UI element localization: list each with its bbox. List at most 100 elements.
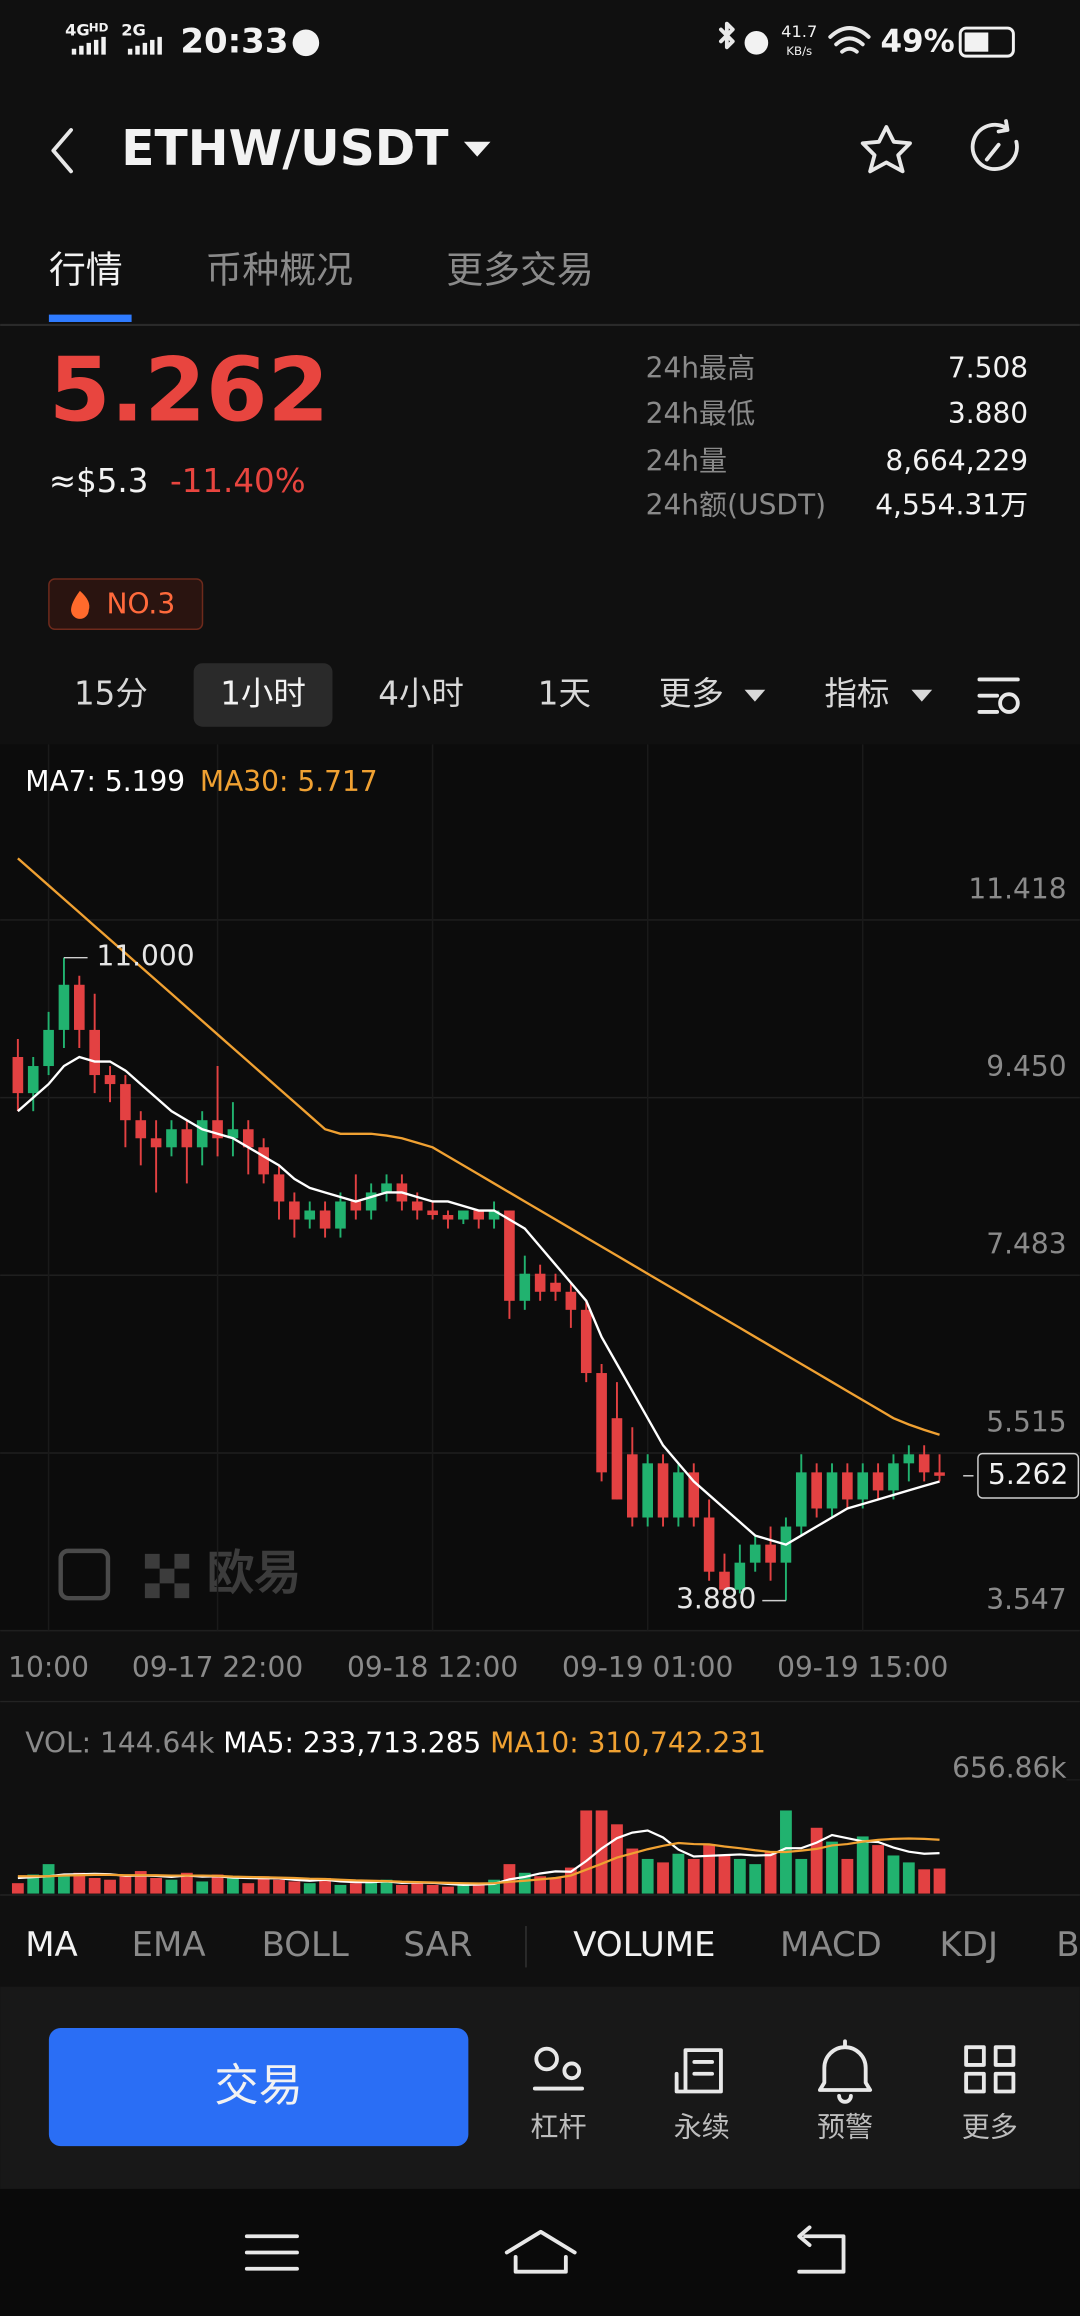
volume-bar [58,1876,70,1894]
net-speed-unit: KB/s [786,44,812,58]
volume-bar [611,1824,623,1894]
back-nav-button[interactable] [797,2225,846,2274]
pair-title[interactable]: ETHW/USDT [121,121,448,177]
dropdown-arrow [744,689,766,702]
leverage-icon[interactable] [534,2046,559,2072]
volume-bar [764,1852,777,1894]
chart-settings[interactable] [977,677,1020,714]
candle-body [73,984,85,1030]
candle-body [411,1201,423,1211]
volume-bar [242,1883,255,1894]
signal [71,36,106,55]
volume-bar [11,1883,24,1894]
candle-body [104,1075,116,1085]
volume-bar [303,1883,316,1894]
volume-bar [380,1879,393,1894]
indicator-tab[interactable]: VOLUME [573,1925,715,1965]
leverage-icon [562,2061,582,2081]
volume-bar [718,1855,731,1894]
timeframe-more[interactable]: 更多 [659,675,724,713]
action-label[interactable]: 预警 [817,2110,873,2143]
volume-bar [42,1864,55,1894]
candle-body [120,1084,131,1121]
watermark: 欧易 [207,1546,302,1601]
volume-bar [227,1877,239,1894]
indicator-menu[interactable]: 指标 [824,675,889,713]
volume-ma-readout: MA10: 310,742.231 [490,1726,766,1759]
timeframe[interactable]: 1小时 [220,675,306,713]
last-price-box [977,1452,1080,1499]
candle-body [918,1454,930,1473]
candle-body [319,1210,331,1229]
candle-body [519,1273,531,1301]
favorite-button[interactable] [860,125,912,174]
volume-bar [810,1827,823,1894]
candle-body [795,1472,807,1527]
tab[interactable]: 更多交易 [446,248,594,291]
ma-readout: MA30: 5.717 [200,765,378,798]
fullscreen-button[interactable] [58,1548,111,1601]
candle-body [258,1147,269,1175]
candle-body [227,1129,239,1139]
battery-level: 49% [880,23,954,59]
volume-ma-readout: MA5: 233,713.285 [223,1726,481,1759]
alert-icon[interactable] [817,2039,873,2104]
x-tick-label: 10:00 [8,1651,89,1684]
candle-body [43,1029,54,1067]
volume-bar [395,1884,408,1894]
timeframe[interactable]: 1天 [538,675,591,713]
stat-value: 7.508 [948,351,1028,384]
min-label: 3.880 [676,1583,756,1616]
candle-body [888,1463,899,1491]
candle-body [273,1174,285,1202]
perpetual-icon[interactable] [674,2048,723,2094]
rank-badge[interactable] [48,578,204,630]
wifi-icon [828,26,871,54]
candle-body [596,1373,607,1473]
candle-body [857,1472,869,1500]
indicator-tab[interactable]: MA [25,1925,78,1965]
volume-bar [918,1869,931,1894]
volume-bar [472,1883,485,1894]
indicator-tab[interactable]: SAR [403,1925,472,1965]
candle-body [166,1129,177,1148]
indicator-tabs: MA EMA BOLL SAR VOLUME MACD KDJ B [25,1925,1080,1968]
indicator-tab[interactable]: MACD [780,1925,882,1965]
indicator-tab[interactable]: B [1056,1925,1079,1965]
menu-button[interactable] [244,2234,299,2271]
volume-bar [349,1883,362,1894]
logo-mark [144,1553,190,1599]
timeframe[interactable]: 15分 [74,675,148,713]
action-label[interactable]: 杠杆 [530,2110,586,2143]
more-icon[interactable] [964,2045,1016,2094]
network-tag: HD [89,21,109,35]
action-label[interactable]: 永续 [674,2110,730,2143]
candle-body [196,1120,208,1148]
candle-body [89,1029,100,1076]
candle-body [611,1418,623,1500]
trade-button[interactable] [48,2027,469,2147]
timeframe[interactable]: 4小时 [378,675,464,713]
back-button[interactable] [51,128,73,174]
rank-text: NO.3 [106,588,175,621]
y-tick-label: 5.515 [986,1405,1066,1438]
candle-body [842,1472,853,1500]
candle-body [150,1138,162,1148]
indicator-tab[interactable]: KDJ [940,1925,998,1965]
share-button[interactable] [970,119,1019,171]
home-button[interactable] [504,2229,577,2274]
pair-dropdown[interactable] [463,141,491,157]
volume-bar [457,1884,470,1894]
volume-bar [687,1858,700,1894]
signal [127,36,162,55]
tab[interactable]: 币种概况 [205,248,353,291]
candle-body [381,1183,392,1193]
candle-body [350,1201,362,1211]
ma-readout: MA7: 5.199 [25,765,185,798]
action-label[interactable]: 更多 [962,2110,1018,2143]
candle-body [657,1463,669,1518]
candle-body [289,1201,300,1220]
indicator-tab[interactable]: EMA [132,1925,206,1965]
indicator-tab[interactable]: BOLL [262,1925,349,1965]
tab-active[interactable]: 行情 [49,248,123,291]
